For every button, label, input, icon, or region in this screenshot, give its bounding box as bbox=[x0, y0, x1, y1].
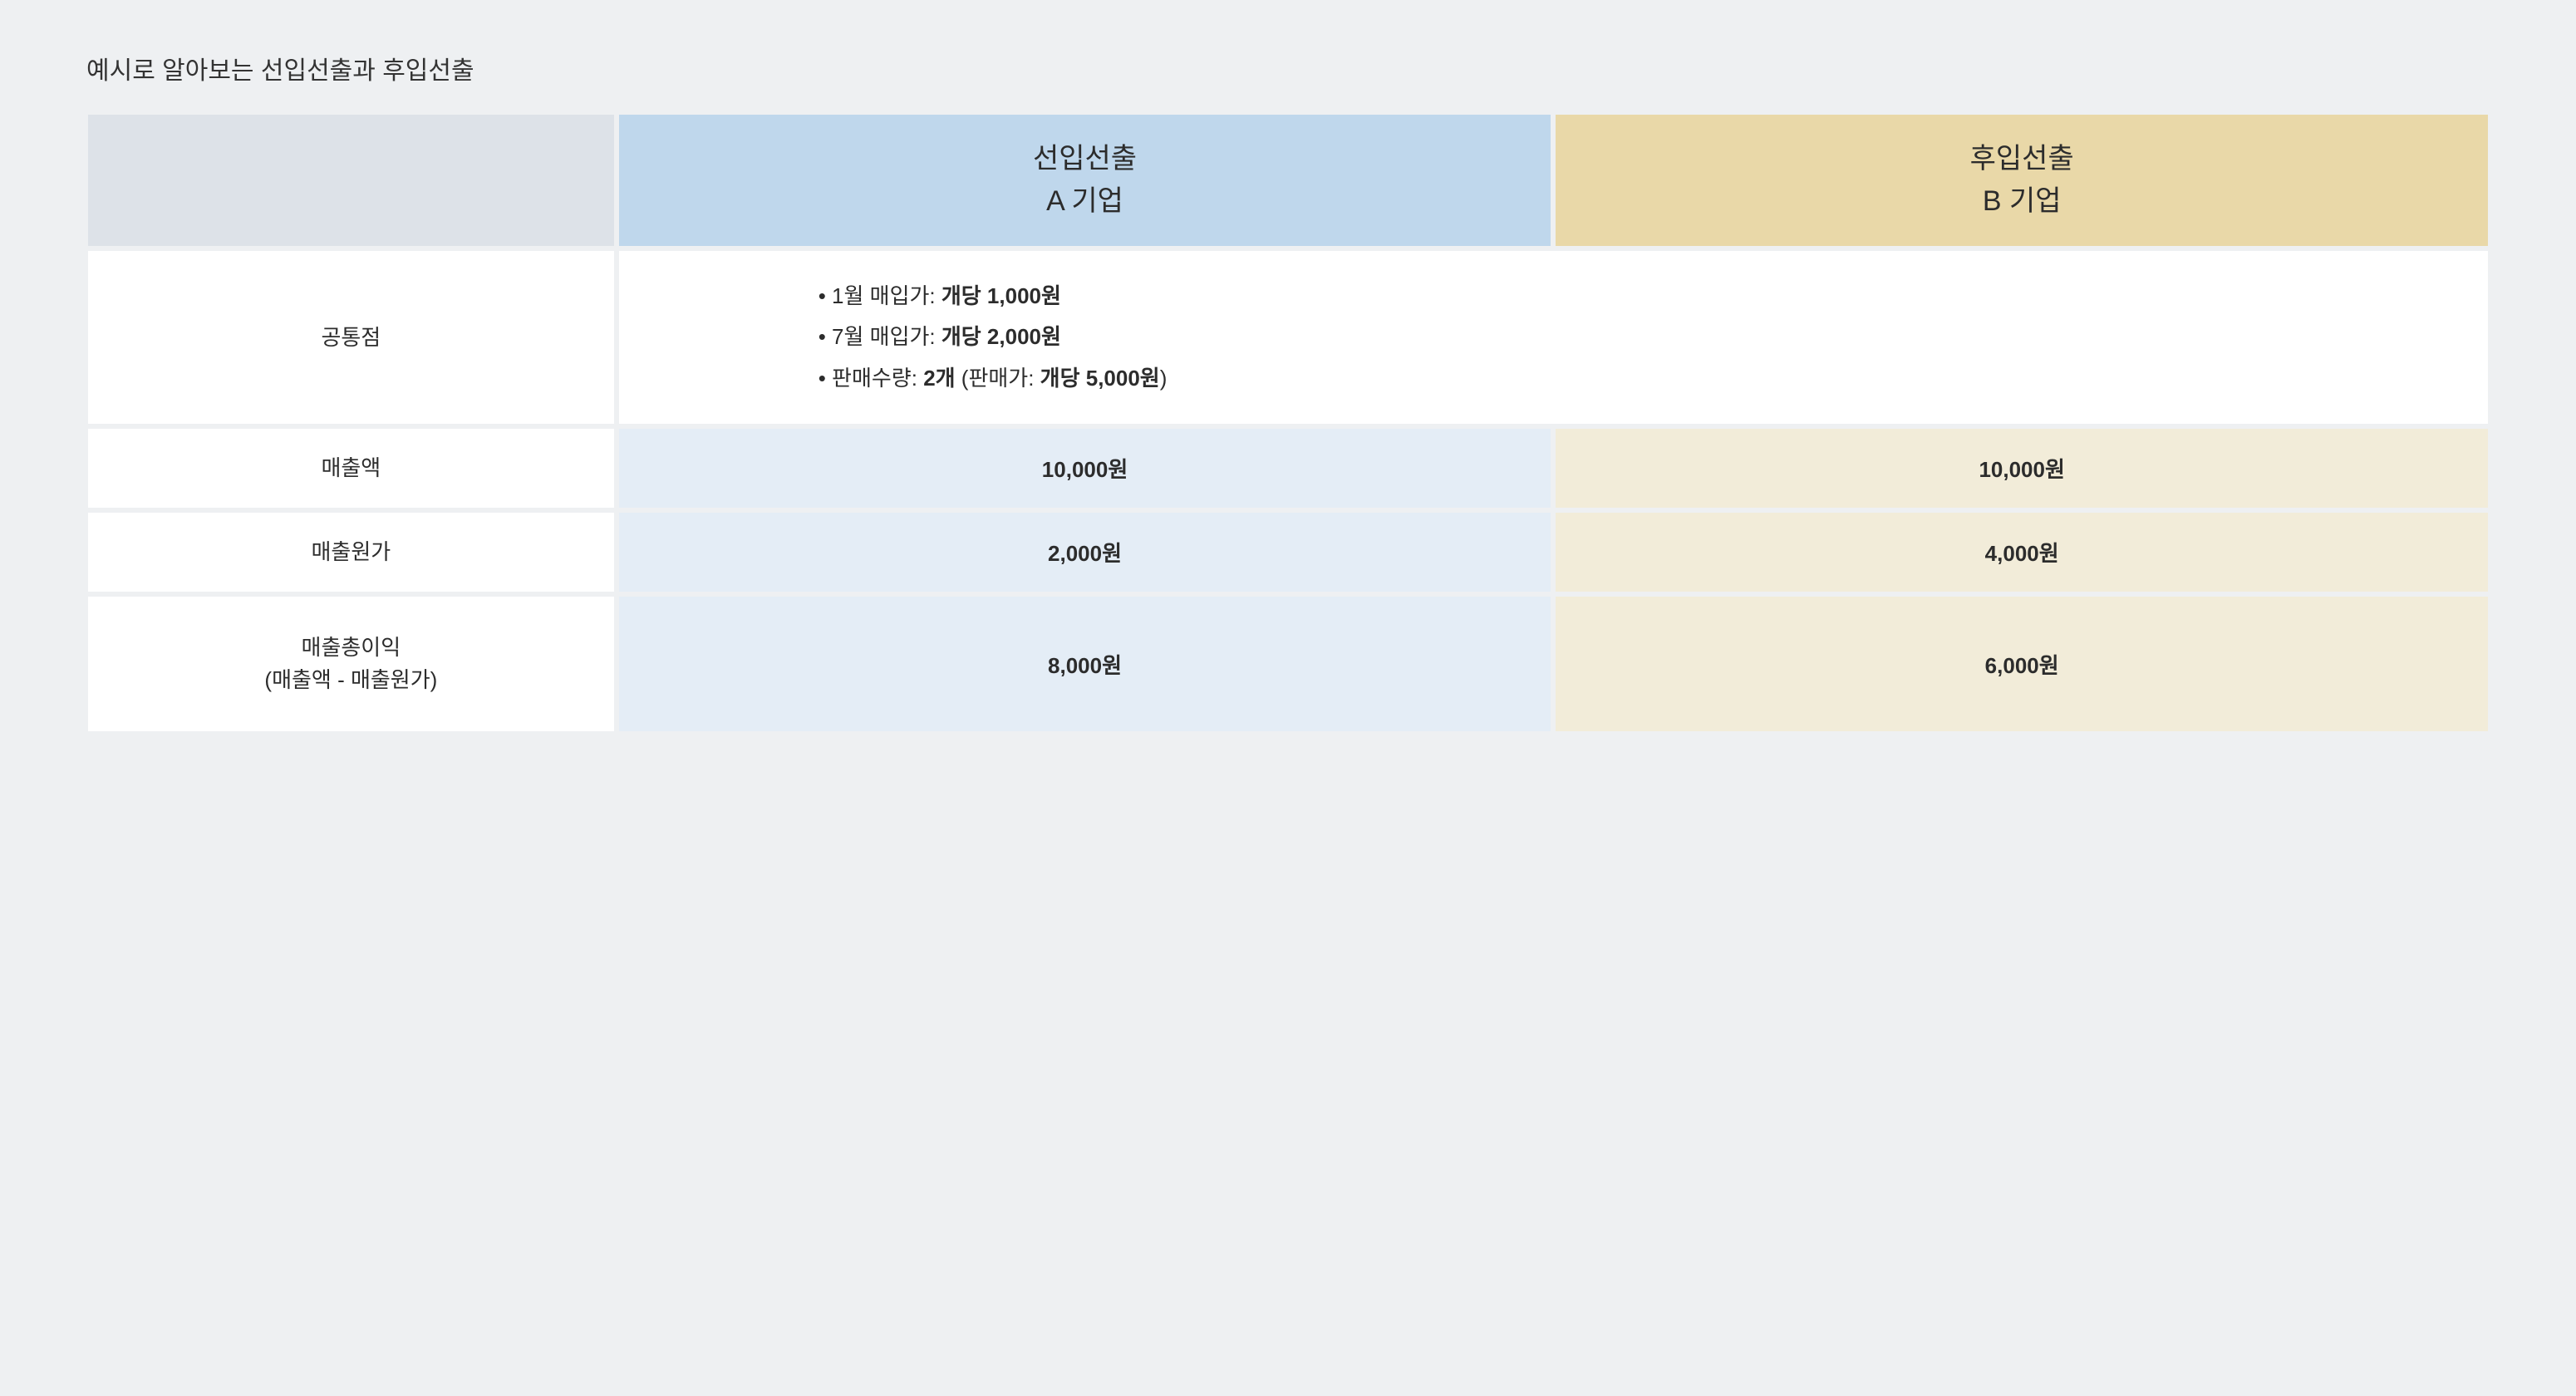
revenue-lifo-cell: 10,000원 bbox=[1556, 429, 2488, 508]
revenue-row: 매출액 10,000원 10,000원 bbox=[88, 429, 2488, 508]
common-row-content: • 1월 매입가: 개당 1,000원 • 7월 매입가: 개당 2,000원 … bbox=[619, 251, 2488, 424]
header-fifo-line2: A 기업 bbox=[1046, 185, 1123, 217]
gross-profit-label-line2: (매출액 - 매출원가) bbox=[264, 667, 437, 692]
header-fifo-line1: 선입선출 bbox=[1033, 143, 1137, 174]
common-line2: • 7월 매입가: 개당 2,000원 bbox=[819, 317, 2480, 357]
comparison-table-container: 선입선출 A 기업 후입선출 B 기업 공통점 • 1월 매입가: 개당 1,0… bbox=[83, 110, 2493, 736]
common-line1-prefix: • 1월 매입가: bbox=[819, 283, 941, 308]
gross-profit-row: 매출총이익 (매출액 - 매출원가) 8,000원 6,000원 bbox=[88, 597, 2488, 731]
gross-profit-fifo-cell: 8,000원 bbox=[619, 597, 1551, 731]
common-line1: • 1월 매입가: 개당 1,000원 bbox=[819, 276, 2480, 317]
revenue-row-label: 매출액 bbox=[88, 429, 614, 508]
common-row: 공통점 • 1월 매입가: 개당 1,000원 • 7월 매입가: 개당 2,0… bbox=[88, 251, 2488, 424]
common-line2-bold: 개당 2,000원 bbox=[941, 324, 1061, 349]
common-line3-mid: (판매가: bbox=[956, 366, 1040, 391]
cogs-row: 매출원가 2,000원 4,000원 bbox=[88, 513, 2488, 592]
common-line3-suffix: ) bbox=[1160, 366, 1168, 391]
comparison-table: 선입선출 A 기업 후입선출 B 기업 공통점 • 1월 매입가: 개당 1,0… bbox=[83, 110, 2493, 736]
header-fifo-cell: 선입선출 A 기업 bbox=[619, 115, 1551, 246]
common-line2-prefix: • 7월 매입가: bbox=[819, 324, 941, 349]
page-title: 예시로 알아보는 선입선출과 후입선출 bbox=[83, 50, 2493, 86]
gross-profit-row-label: 매출총이익 (매출액 - 매출원가) bbox=[88, 597, 614, 731]
common-line3-prefix: • 판매수량: bbox=[819, 366, 923, 391]
common-line3-bold2: 개당 5,000원 bbox=[1040, 366, 1160, 391]
cogs-fifo-cell: 2,000원 bbox=[619, 513, 1551, 592]
revenue-fifo-cell: 10,000원 bbox=[619, 429, 1551, 508]
cogs-row-label: 매출원가 bbox=[88, 513, 614, 592]
header-lifo-line1: 후입선출 bbox=[1970, 143, 2074, 174]
header-row: 선입선출 A 기업 후입선출 B 기업 bbox=[88, 115, 2488, 246]
common-line1-bold: 개당 1,000원 bbox=[941, 283, 1061, 308]
gross-profit-label-line1: 매출총이익 bbox=[302, 635, 401, 660]
header-lifo-line2: B 기업 bbox=[1983, 185, 2062, 217]
common-line3-bold1: 2개 bbox=[923, 366, 955, 391]
common-line3: • 판매수량: 2개 (판매가: 개당 5,000원) bbox=[819, 358, 2480, 399]
gross-profit-lifo-cell: 6,000원 bbox=[1556, 597, 2488, 731]
cogs-lifo-cell: 4,000원 bbox=[1556, 513, 2488, 592]
header-blank-cell bbox=[88, 115, 614, 246]
header-lifo-cell: 후입선출 B 기업 bbox=[1556, 115, 2488, 246]
common-row-label: 공통점 bbox=[88, 251, 614, 424]
